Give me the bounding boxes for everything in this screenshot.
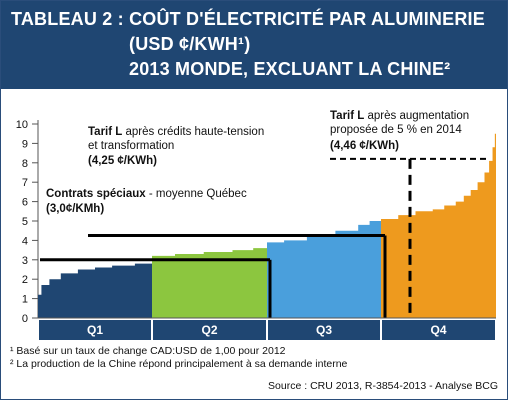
ref-value-contrats: (3,0¢/KMh) xyxy=(46,203,104,215)
y-tick-label: 4 xyxy=(22,235,28,247)
y-tick-label: 1 xyxy=(22,294,28,306)
quartile-band-q1 xyxy=(39,320,151,340)
ref-value-tarif-credits: (4,25 ¢/KWh) xyxy=(88,155,157,167)
quartile-band-q4 xyxy=(382,320,495,340)
quartile-label-q3: Q3 xyxy=(316,323,332,337)
y-tick-label: 2 xyxy=(22,274,28,286)
y-tick-label: 9 xyxy=(22,138,28,150)
ref-label-tarif-augmentation: Tarif L après augmentation xyxy=(330,110,469,122)
quartile-band-q3 xyxy=(268,320,380,340)
chart: 0 1 2 3 4 5 6 7 8 9 10 Contrats spéciaux - moyenne… xyxy=(16,110,496,340)
reference-lines: Contrats spéciaux - moyenne Québec (3,0¢/… xyxy=(40,110,490,318)
chart-areas xyxy=(38,124,496,318)
ref-label-tarif-credits: Tarif L après crédits haute-tension xyxy=(88,126,264,138)
y-tick-label: 3 xyxy=(22,255,28,267)
y-tick-label: 8 xyxy=(22,158,28,170)
ref-label2-tarif-augmentation: proposée de 5 % en 2014 xyxy=(330,124,462,136)
ref-label-contrats: Contrats spéciaux - moyenne Québec xyxy=(46,188,247,200)
area-q1 xyxy=(38,259,152,318)
figure-header: TABLEAU 2 : COÛT D'ÉLECTRICITÉ PAR ALUMI… xyxy=(1,1,507,89)
quartile-axis: Q1 Q2 Q3 Q4 xyxy=(38,317,496,340)
title-line-1: TABLEAU 2 : COÛT D'ÉLECTRICITÉ PAR ALUMI… xyxy=(11,9,485,29)
title-line-2: (USD ¢/KWH¹) xyxy=(129,34,251,54)
area-q2 xyxy=(152,244,267,318)
footnotes: ¹ Basé sur un taux de change CAD:USD de … xyxy=(10,345,347,371)
quartile-band-q2 xyxy=(153,320,266,340)
area-q4 xyxy=(381,124,496,318)
y-tick-label: 6 xyxy=(22,197,28,209)
footnote-2: ² La production de la Chine répond princ… xyxy=(10,358,348,370)
quartile-label-q2: Q2 xyxy=(201,323,217,337)
quartile-label-q1: Q1 xyxy=(87,323,103,337)
y-tick-label: 7 xyxy=(22,177,28,189)
area-q3 xyxy=(267,221,381,318)
title-line-3: 2013 MONDE, EXCLUANT LA CHINE² xyxy=(129,59,451,79)
y-tick-label: 0 xyxy=(22,313,28,325)
y-axis: 0 1 2 3 4 5 6 7 8 9 10 xyxy=(16,119,39,325)
source-note: Source : CRU 2013, R-3854-2013 - Analyse… xyxy=(268,380,498,392)
ref-value-tarif-augmentation: (4,46 ¢/KWh) xyxy=(330,140,399,152)
y-tick-label: 10 xyxy=(16,119,28,131)
footnote-1: ¹ Basé sur un taux de change CAD:USD de … xyxy=(10,345,286,357)
y-tick-label: 5 xyxy=(22,216,28,228)
ref-label2-tarif-credits: et transformation xyxy=(88,140,174,152)
quartile-label-q4: Q4 xyxy=(430,323,446,337)
